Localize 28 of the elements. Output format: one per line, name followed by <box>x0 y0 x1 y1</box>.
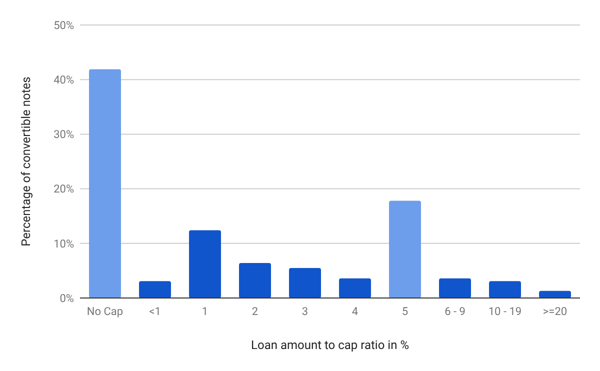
bar <box>89 69 121 298</box>
x-tick-label: 5 <box>402 305 408 318</box>
bar <box>339 278 371 298</box>
bar <box>289 268 321 298</box>
y-tick-label: 30% <box>54 128 74 142</box>
y-tick-label: 20% <box>54 182 74 196</box>
x-tick-label: No Cap <box>86 305 124 318</box>
x-tick-label: 2 <box>252 305 258 318</box>
y-tick-label: 10% <box>54 237 74 250</box>
bar <box>539 290 571 298</box>
bar <box>439 278 471 298</box>
x-tick-label: 3 <box>302 305 308 318</box>
y-axis-title: Percentage of convertible notes <box>19 76 33 246</box>
y-tick-label: 50% <box>54 18 74 32</box>
y-tick-label: 0% <box>60 292 74 305</box>
x-tick-label: 10 - 19 <box>488 305 522 318</box>
x-tick-label: 4 <box>352 305 358 318</box>
x-tick-label: <1 <box>149 305 161 318</box>
x-tick-label: >=20 <box>542 305 568 318</box>
bar <box>239 263 271 298</box>
bar <box>189 230 221 298</box>
bar <box>139 281 171 298</box>
bar <box>389 200 421 298</box>
y-tick-label: 40% <box>54 73 74 86</box>
x-axis-title: Loan amount to cap ratio in % <box>251 338 410 352</box>
x-tick-label: 6 - 9 <box>444 305 466 318</box>
bar <box>489 281 521 298</box>
x-tick-label: 1 <box>202 305 208 318</box>
